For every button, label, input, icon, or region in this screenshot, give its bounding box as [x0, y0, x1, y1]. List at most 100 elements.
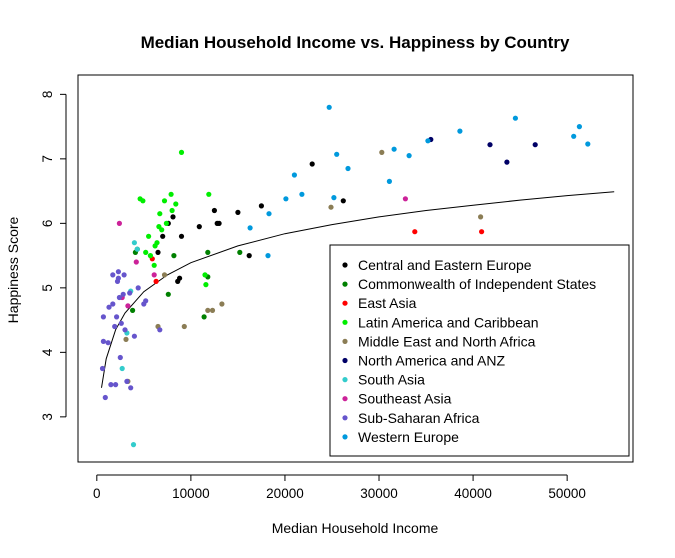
legend: Central and Eastern Europe Commonwealth o…: [329, 244, 630, 457]
data-point: [340, 198, 346, 204]
y-tick-label: 6: [40, 220, 55, 228]
data-point: [532, 142, 538, 148]
data-point: [177, 275, 183, 281]
data-point: [171, 253, 177, 259]
legend-label: Southeast Asia: [358, 391, 452, 407]
legend-marker: [342, 319, 348, 325]
x-tick-label: 10000: [172, 486, 210, 501]
data-point: [151, 272, 157, 278]
data-point: [334, 151, 340, 157]
data-point: [131, 240, 137, 246]
data-point: [479, 229, 485, 235]
data-point: [140, 198, 146, 204]
x-axis-label: Median Household Income: [272, 520, 439, 536]
data-point: [178, 233, 185, 239]
data-point: [163, 220, 169, 226]
data-point: [110, 272, 116, 278]
data-point: [130, 307, 136, 313]
data-point: [237, 249, 243, 255]
axes: 0 10000 20000 30000 40000 50000 3 4 5 6 7 8: [40, 74, 634, 501]
data-point: [154, 240, 160, 246]
legend-marker: [342, 357, 348, 364]
x-tick-label: 40000: [454, 486, 492, 501]
data-point: [246, 253, 252, 259]
data-point: [504, 159, 510, 165]
y-tick-label: 3: [40, 413, 55, 421]
data-point: [114, 314, 120, 320]
data-point: [153, 278, 159, 284]
data-point: [143, 298, 149, 304]
data-point: [512, 115, 519, 121]
data-point: [155, 249, 161, 255]
data-point: [209, 307, 216, 313]
data-point: [211, 207, 217, 214]
data-point: [117, 354, 123, 361]
data-point: [115, 275, 121, 281]
data-point: [402, 196, 408, 202]
data-point: [157, 211, 163, 217]
data-point: [412, 229, 418, 235]
data-point: [205, 249, 211, 255]
data-point: [159, 227, 165, 233]
data-point: [102, 394, 108, 401]
data-point: [178, 149, 185, 155]
data-point: [386, 178, 392, 184]
data-point: [487, 142, 493, 148]
data-point: [169, 207, 175, 214]
data-point: [151, 262, 157, 268]
data-point: [406, 153, 412, 159]
data-point: [168, 191, 174, 197]
x-tick-label: 20000: [266, 486, 304, 501]
plot-frame: [77, 74, 634, 463]
data-point: [108, 382, 114, 388]
data-point: [118, 320, 124, 326]
legend-label: Commonwealth of Independent States: [358, 276, 596, 292]
y-tick-label: 8: [40, 91, 55, 99]
data-point: [116, 294, 122, 301]
legend-label: North America and ANZ: [358, 353, 506, 369]
data-point: [134, 246, 140, 252]
data-point: [202, 272, 208, 278]
y-tick-label: 4: [40, 348, 55, 356]
data-point: [124, 378, 130, 384]
data-point: [291, 172, 297, 178]
data-point: [112, 323, 118, 330]
data-point: [131, 333, 137, 339]
data-point: [115, 269, 121, 275]
data-point: [235, 209, 241, 215]
data-point: [161, 272, 168, 278]
data-point: [196, 224, 202, 230]
data-point: [123, 336, 129, 342]
legend-marker: [342, 396, 348, 402]
data-point: [219, 301, 225, 307]
data-point: [425, 138, 431, 144]
data-point: [127, 290, 133, 296]
data-point: [247, 225, 253, 231]
data-point: [116, 220, 122, 226]
legend-label: Latin America and Caribbean: [358, 314, 539, 330]
legend-label: Middle East and North Africa: [358, 333, 536, 349]
data-point: [173, 201, 179, 207]
legend-label: Central and Eastern Europe: [358, 257, 532, 273]
data-point: [478, 214, 484, 220]
data-point: [181, 323, 187, 330]
chart-title: Median Household Income vs. Happiness by…: [141, 33, 570, 52]
x-tick-label: 30000: [360, 486, 398, 501]
data-point: [161, 198, 168, 204]
legend-label: East Asia: [358, 295, 417, 311]
data-point: [119, 365, 125, 372]
data-point: [283, 196, 289, 202]
legend-marker: [342, 281, 348, 287]
data-point: [100, 338, 106, 344]
data-point: [391, 146, 397, 152]
data-point: [122, 327, 128, 333]
data-point: [120, 291, 126, 297]
data-point: [299, 191, 305, 197]
data-point: [265, 253, 271, 259]
legend-box: [329, 244, 630, 457]
legend-marker: [342, 434, 348, 440]
data-point: [133, 259, 139, 265]
data-point: [135, 285, 141, 291]
data-point: [576, 124, 583, 130]
